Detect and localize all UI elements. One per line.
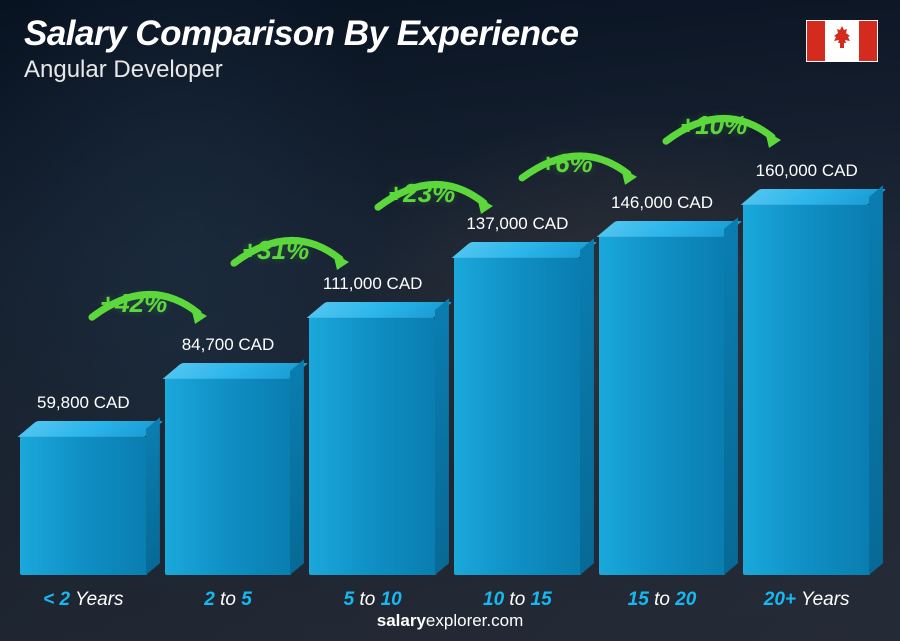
bar-top-face xyxy=(596,221,742,237)
bar-x-label: 20+ Years xyxy=(737,589,877,611)
flag-stripe-left xyxy=(807,21,825,61)
growth-label: +6% xyxy=(540,148,593,179)
footer-credit: salaryexplorer.com xyxy=(0,611,900,631)
bar-side-face xyxy=(146,417,160,575)
bar-side-face xyxy=(580,238,594,575)
bar xyxy=(165,363,292,575)
bar-x-label: 10 to 15 xyxy=(447,589,587,611)
bar-value-label: 84,700 CAD xyxy=(182,335,275,355)
bar-value-label: 137,000 CAD xyxy=(466,214,568,234)
bar-group: 111,000 CAD5 to 10 xyxy=(309,274,436,575)
bar-x-label: 15 to 20 xyxy=(592,589,732,611)
bar xyxy=(454,242,581,575)
bar-value-label: 146,000 CAD xyxy=(611,193,713,213)
bar-front-face xyxy=(454,258,581,575)
bar-group: 137,000 CAD10 to 15 xyxy=(454,214,581,575)
bar-top-face xyxy=(17,421,163,437)
bar xyxy=(309,302,436,575)
bar-top-face xyxy=(162,363,308,379)
bar-front-face xyxy=(165,379,292,575)
bar-side-face xyxy=(435,298,449,575)
bar-x-label: 2 to 5 xyxy=(158,589,298,611)
growth-label: +31% xyxy=(242,235,309,266)
bar-x-label: 5 to 10 xyxy=(303,589,443,611)
bar-front-face xyxy=(743,205,870,575)
chart-container: Salary Comparison By Experience Angular … xyxy=(0,0,900,641)
bar-group: 84,700 CAD2 to 5 xyxy=(165,335,292,575)
bar-value-label: 111,000 CAD xyxy=(323,274,423,294)
bar-front-face xyxy=(20,437,147,575)
growth-label: +23% xyxy=(388,178,455,209)
bar-group: 146,000 CAD15 to 20 xyxy=(599,193,726,575)
bar-value-label: 59,800 CAD xyxy=(37,393,130,413)
country-flag xyxy=(806,20,878,62)
bar-group: 160,000 CAD20+ Years xyxy=(743,161,870,575)
bar xyxy=(20,421,147,575)
bar-x-label: < 2 Years xyxy=(13,589,153,611)
maple-leaf-icon xyxy=(830,26,854,56)
bar-top-face xyxy=(307,302,453,318)
footer-bold: salary xyxy=(377,611,426,630)
page-subtitle: Angular Developer xyxy=(24,56,223,84)
bar-group: 59,800 CAD< 2 Years xyxy=(20,393,147,575)
flag-center xyxy=(825,21,859,61)
bar xyxy=(743,189,870,575)
bar-top-face xyxy=(741,189,887,205)
bar-top-face xyxy=(451,242,597,258)
bar-side-face xyxy=(290,359,304,575)
bar xyxy=(599,221,726,575)
bar-side-face xyxy=(869,185,883,575)
growth-label: +42% xyxy=(100,288,167,319)
bar-side-face xyxy=(724,217,738,575)
bar-front-face xyxy=(599,237,726,575)
bar-front-face xyxy=(309,318,436,575)
bar-value-label: 160,000 CAD xyxy=(756,161,858,181)
bar-chart: 59,800 CAD< 2 Years84,700 CAD2 to 5111,0… xyxy=(20,105,870,575)
growth-label: +10% xyxy=(680,110,747,141)
page-title: Salary Comparison By Experience xyxy=(24,14,578,54)
footer-rest: explorer.com xyxy=(426,611,523,630)
flag-stripe-right xyxy=(859,21,877,61)
